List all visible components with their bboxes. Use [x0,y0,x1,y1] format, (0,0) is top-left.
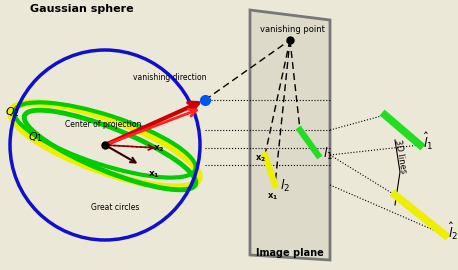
Text: 3D lines: 3D lines [393,139,408,174]
Text: $\mathbf{x_1}$: $\mathbf{x_1}$ [148,170,160,181]
Text: $\hat{l}_2$: $\hat{l}_2$ [448,221,458,242]
Text: $\mathbf{x_1}$: $\mathbf{x_1}$ [267,192,278,202]
Text: $\hat{l}_1$: $\hat{l}_1$ [423,131,433,152]
Text: Great circles: Great circles [91,203,139,212]
Text: Gaussian sphere: Gaussian sphere [30,4,134,14]
Text: $Q_1$: $Q_1$ [28,130,43,144]
Text: vanishing direction: vanishing direction [133,73,207,82]
Text: Image plane: Image plane [256,248,324,258]
Text: $\mathbf{x_2}$: $\mathbf{x_2}$ [153,144,165,154]
Polygon shape [250,10,330,260]
Text: vanishing point: vanishing point [260,25,324,34]
Text: $Q_2$: $Q_2$ [5,105,20,119]
Text: $l_1$: $l_1$ [323,146,333,162]
Text: Center of projection: Center of projection [65,120,141,129]
Text: $l_2$: $l_2$ [280,178,290,194]
Text: $\mathbf{x_2}$: $\mathbf{x_2}$ [255,153,266,164]
